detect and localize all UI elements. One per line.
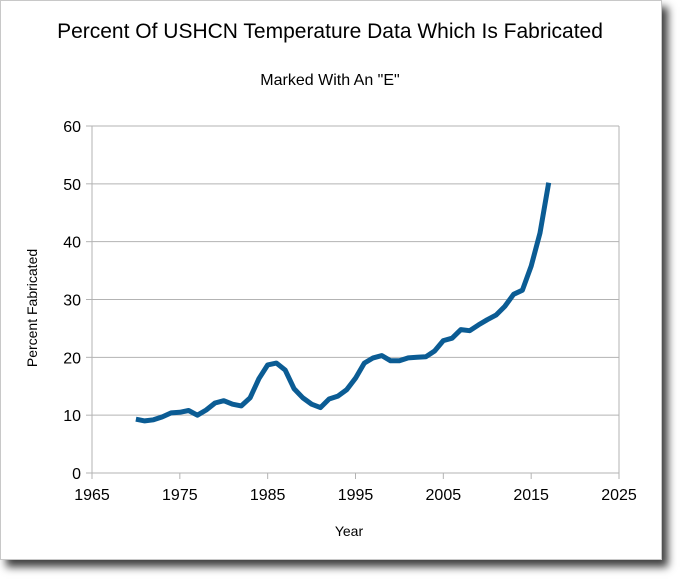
y-tick-label: 30 [63, 293, 81, 310]
gridlines [92, 125, 619, 474]
x-tick-label: 2005 [426, 487, 462, 504]
y-tick-label: 60 [63, 119, 81, 136]
x-tick-label: 1995 [338, 487, 374, 504]
x-tick-label: 2025 [601, 487, 637, 504]
x-axis-label: Year [335, 523, 364, 539]
x-tick-label: 2015 [513, 487, 549, 504]
chart-subtitle: Marked With An "E" [260, 72, 399, 89]
x-tick-label: 1985 [250, 487, 286, 504]
x-tick-label: 1975 [162, 487, 198, 504]
chart-frame [0, 0, 662, 560]
tick-labels: 0 10 20 30 40 50 60 1965 1975 1985 1995 2005 2015 202… [63, 119, 637, 504]
series-group [135, 182, 552, 424]
axes [86, 125, 620, 479]
y-tick-label: 20 [63, 350, 81, 367]
series-line [135, 182, 552, 424]
y-tick-label: 10 [63, 408, 81, 425]
y-tick-label: 40 [63, 235, 81, 252]
y-tick-label: 50 [63, 177, 81, 194]
y-axis-label: Percent Fabricated [24, 249, 40, 367]
y-tick-label: 0 [72, 466, 81, 483]
x-tick-label: 1965 [74, 487, 110, 504]
chart-title: Percent Of USHCN Temperature Data Which … [57, 20, 603, 43]
